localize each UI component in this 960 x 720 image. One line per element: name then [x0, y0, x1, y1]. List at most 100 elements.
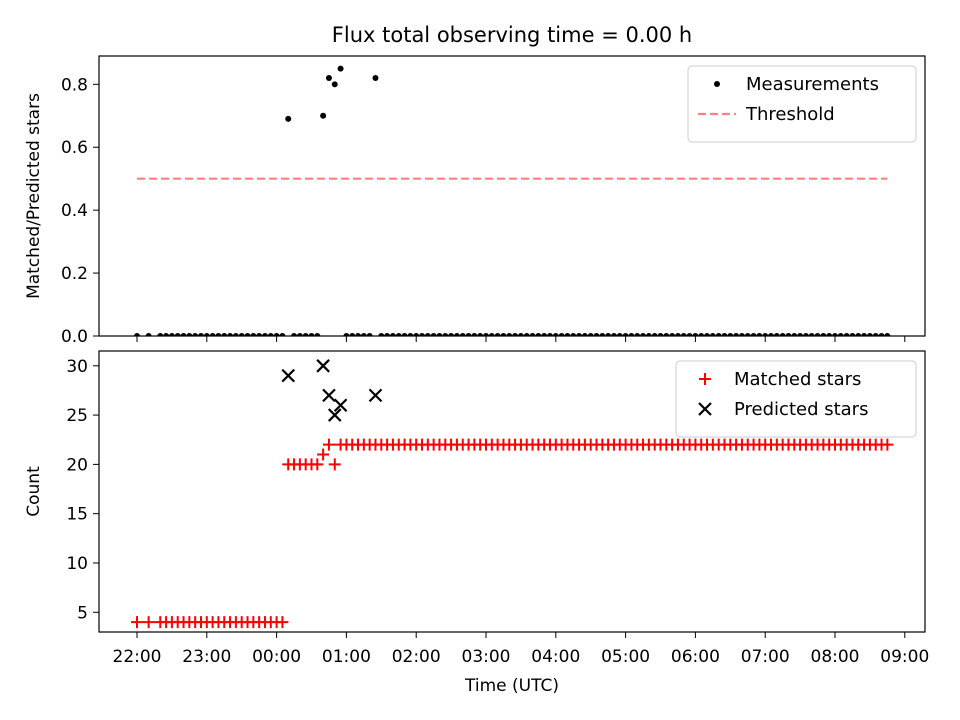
measurement-point [837, 333, 844, 336]
measurement-point [244, 333, 251, 336]
top-ylabel: Matched/Predicted stars [24, 93, 44, 299]
measurement-point [826, 333, 833, 336]
predicted-star-point [316, 359, 330, 373]
measurement-point [884, 333, 891, 336]
measurement-point [494, 333, 501, 336]
measurement-point [721, 333, 728, 336]
measurement-point [192, 333, 199, 336]
measurement-point [232, 333, 239, 336]
measurement-point [506, 333, 513, 336]
measurement-point [308, 333, 315, 336]
measurement-point [180, 333, 187, 336]
legend-dot-swatch [714, 81, 720, 87]
legend-plus-swatch [699, 373, 711, 385]
legend-label: Matched stars [734, 369, 861, 390]
measurement-point [878, 333, 885, 336]
legend-label: Threshold [745, 104, 835, 125]
measurement-point [296, 333, 303, 336]
xlabel: Time (UTC) [464, 676, 559, 696]
measurement-point [331, 81, 338, 88]
predicted-star-point [327, 408, 342, 422]
measurement-point [134, 333, 140, 336]
matched-star-point [317, 448, 330, 461]
measurement-point [407, 333, 414, 336]
measurement-point [384, 333, 391, 336]
measurement-point [861, 333, 868, 336]
bottom-data [131, 359, 894, 629]
measurement-point [692, 333, 699, 336]
predicted-star-point [281, 368, 296, 383]
measurement-point [622, 333, 629, 336]
measurement-point [163, 333, 170, 336]
measurement-point [483, 333, 489, 336]
measurement-point [168, 333, 175, 336]
measurement-point [436, 333, 443, 336]
measurement-point [546, 333, 553, 336]
measurement-point [645, 333, 652, 336]
bottom-ytick-label: 10 [66, 554, 88, 574]
measurement-point [657, 333, 664, 336]
measurement-point [709, 333, 716, 336]
measurement-point [872, 333, 879, 336]
measurement-point [773, 333, 780, 336]
measurement-point [640, 333, 647, 336]
xtick-label: 09:00 [880, 647, 929, 667]
xtick-label: 03:00 [462, 647, 511, 667]
xtick-label: 01:00 [322, 647, 371, 667]
measurement-point [727, 333, 734, 336]
measurement-point [791, 333, 798, 336]
xtick-label: 02:00 [392, 647, 441, 667]
measurement-point [651, 333, 658, 336]
top-ytick-label: 0.2 [61, 264, 88, 284]
measurement-point [762, 333, 769, 336]
measurement-point [500, 333, 507, 336]
xtick-label: 05:00 [601, 647, 650, 667]
xtick-label: 06:00 [671, 647, 720, 667]
measurement-point [593, 333, 600, 336]
top-panel: 0.0 0.2 0.4 0.6 0.8 Matched/Predicted stars Me… [24, 55, 926, 347]
bottom-ylabel: Count [24, 466, 44, 517]
measurement-point [750, 333, 757, 336]
measurement-point [523, 333, 530, 336]
matched-star-point [276, 616, 289, 629]
bottom-ytick-label: 25 [66, 406, 88, 426]
legend-label: Measurements [746, 74, 879, 95]
measurement-point [186, 333, 193, 336]
measurement-point [273, 333, 280, 336]
measurement-point [488, 333, 495, 336]
top-legend-box [687, 65, 917, 143]
measurement-point [372, 75, 379, 82]
measurement-point [349, 333, 356, 336]
predicted-star-point [333, 398, 348, 413]
measurement-point [413, 333, 420, 336]
measurement-point [686, 333, 693, 336]
measurement-point [430, 333, 437, 336]
xtick-label: 04:00 [531, 647, 580, 667]
measurement-point [570, 333, 577, 336]
measurement-point [610, 333, 617, 336]
measurement-point [285, 115, 292, 122]
top-ytick-label: 0.8 [61, 75, 88, 95]
chart-title: Flux total observing time = 0.00 h [332, 23, 692, 47]
legend-x-swatch [698, 402, 712, 416]
measurement-point [587, 333, 594, 336]
xtick-label: 23:00 [182, 647, 231, 667]
bottom-axes-frame [98, 350, 926, 633]
matched-star-point [311, 458, 324, 471]
measurement-point [360, 333, 367, 336]
measurement-point [541, 333, 548, 336]
measurement-point [465, 333, 472, 336]
measurement-point [855, 333, 862, 336]
measurement-point [209, 333, 216, 336]
measurement-point [738, 333, 745, 336]
measurement-point [744, 333, 751, 336]
measurement-point [267, 333, 274, 336]
top-axes-frame [98, 55, 926, 337]
measurement-point [442, 333, 449, 336]
top-legend: Measurements Threshold [687, 65, 917, 143]
measurement-point [256, 333, 263, 336]
measurement-point [424, 333, 431, 336]
measurement-point [389, 333, 396, 336]
measurement-point [733, 333, 740, 336]
bottom-legend: Matched stars Predicted stars [675, 360, 917, 438]
